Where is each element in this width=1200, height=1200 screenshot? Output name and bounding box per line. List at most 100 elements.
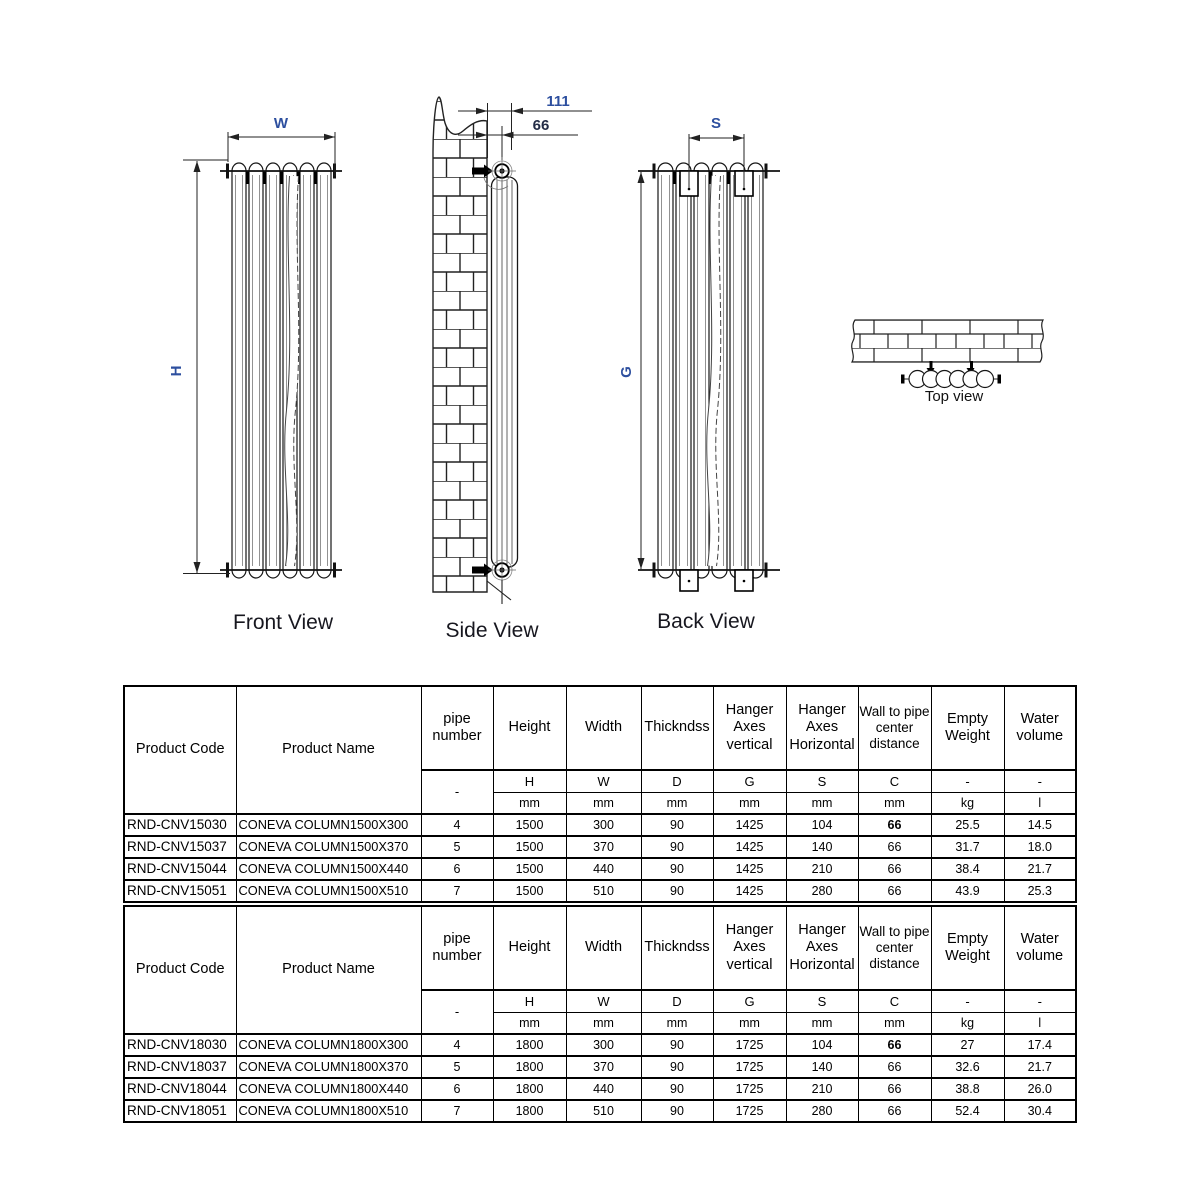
table-cell: 66 [857,1033,932,1057]
col-header-product-code: Product Code [123,905,237,1035]
table-cell: 1800 [492,1077,567,1101]
unit-cell: mm [565,1012,642,1035]
product-name-cell: CONEVA COLUMN1500X440 [235,857,422,881]
symbol-cell: D [640,989,714,1013]
col-header-water-volume: Water volume [1003,905,1077,991]
symbol-cell: S [785,769,859,793]
product-name-cell: CONEVA COLUMN1800X300 [235,1033,422,1057]
product-code-cell: RND-CNV15037 [123,835,237,859]
table-cell: 66 [857,835,932,859]
table-cell: 1425 [712,879,787,903]
unit-cell: mm [712,792,787,815]
col-header-wall-distance: Wall to pipe center distance [857,685,932,771]
col-header-width: Width [565,685,642,771]
col-header-empty-weight: Empty Weight [930,685,1005,771]
product-code-cell: RND-CNV18051 [123,1099,237,1123]
table-cell: 1725 [712,1099,787,1123]
col-header-pipe-number: pipe number [420,905,494,991]
table-cell: 38.8 [930,1077,1005,1101]
product-code-cell: RND-CNV15044 [123,857,237,881]
table-cell: 25.3 [1003,879,1077,903]
table-cell: 370 [565,1055,642,1079]
symbol-cell: C [857,769,932,793]
table-cell: 1425 [712,813,787,837]
table-cell: 18.0 [1003,835,1077,859]
unit-cell: kg [930,1012,1005,1035]
symbol-cell: D [640,769,714,793]
header-row: Product Code Product Name pipe number He… [123,685,1077,815]
table-cell: 1500 [492,879,567,903]
table-row: RND-CNV18030 CONEVA COLUMN1800X300 4 1800 30… [123,1033,1077,1057]
dim-label-s: S [711,115,721,132]
table-cell: 66 [857,813,932,837]
table-cell: 66 [857,857,932,881]
table-cell: 90 [640,1033,714,1057]
unit-cell: mm [640,792,714,815]
product-name-cell: CONEVA COLUMN1500X300 [235,813,422,837]
symbol-cell: W [565,989,642,1013]
product-name-cell: CONEVA COLUMN1800X440 [235,1077,422,1101]
table-cell: 90 [640,1055,714,1079]
dimension-g [637,172,645,569]
table-cell: 90 [640,857,714,881]
table-cell: 66 [857,1099,932,1123]
table-cell: 300 [565,1033,642,1057]
table-cell: 43.9 [930,879,1005,903]
table-cell: 280 [785,879,859,903]
table-cell: 140 [785,835,859,859]
symbol-cell: C [857,989,932,1013]
table-cell: 14.5 [1003,813,1077,837]
wall-bracket-top [472,157,516,190]
table-cell: 210 [785,1077,859,1101]
table-cell: 7 [420,879,494,903]
table-cell: 66 [857,1077,932,1101]
table-row: RND-CNV15044 CONEVA COLUMN1500X440 6 1500 44… [123,857,1077,881]
col-header-product-name: Product Name [235,905,422,1035]
dim-label-g: G [618,366,635,378]
table-cell: 1800 [492,1099,567,1123]
dimension-w [227,132,336,176]
col-header-thickness: Thickndss [640,905,714,991]
col-header-empty-weight: Empty Weight [930,905,1005,991]
product-name-cell: CONEVA COLUMN1800X510 [235,1099,422,1123]
col-header-thickness: Thickndss [640,685,714,771]
col-header-width: Width [565,905,642,991]
symbol-cell: H [492,989,567,1013]
dimension-h [183,159,230,574]
col-header-hanger-horizontal: Hanger Axes Horizontal [785,685,859,771]
unit-cell: l [1003,1012,1077,1035]
unit-cell: mm [492,1012,567,1035]
table-cell: 510 [565,1099,642,1123]
dimension-111-66 [458,103,592,160]
dimension-s [688,134,745,188]
table-cell: 90 [640,879,714,903]
break-line-back [706,175,722,567]
table-cell: 5 [420,835,494,859]
table-cell: 90 [640,1099,714,1123]
table-cell: 90 [640,1077,714,1101]
symbol-cell: - [420,769,494,815]
side-view-drawing: 111 66 [432,93,592,604]
col-header-water-volume: Water volume [1003,685,1077,771]
unit-cell: mm [857,1012,932,1035]
dim-label-111: 111 [546,93,569,110]
table-row: RND-CNV15030 CONEVA COLUMN1500X300 4 1500 30… [123,813,1077,837]
col-header-hanger-horizontal: Hanger Axes Horizontal [785,905,859,991]
table-cell: 66 [857,879,932,903]
table-cell: 31.7 [930,835,1005,859]
col-header-wall-distance: Wall to pipe center distance [857,905,932,991]
col-header-product-code: Product Code [123,685,237,815]
radiator-side-profile [490,176,519,568]
back-view-label: Back View [657,610,755,633]
spec-table-1500: Product Code Product Name pipe number He… [123,685,1077,903]
table-cell: 38.4 [930,857,1005,881]
table-cell: 26.0 [1003,1077,1077,1101]
product-code-cell: RND-CNV15051 [123,879,237,903]
table-cell: 1725 [712,1055,787,1079]
table-cell: 104 [785,813,859,837]
table-cell: 104 [785,1033,859,1057]
table-cell: 210 [785,857,859,881]
radiator-tubes-back [657,162,764,579]
col-header-pipe-number: pipe number [420,685,494,771]
top-view-label: Top view [924,388,984,405]
